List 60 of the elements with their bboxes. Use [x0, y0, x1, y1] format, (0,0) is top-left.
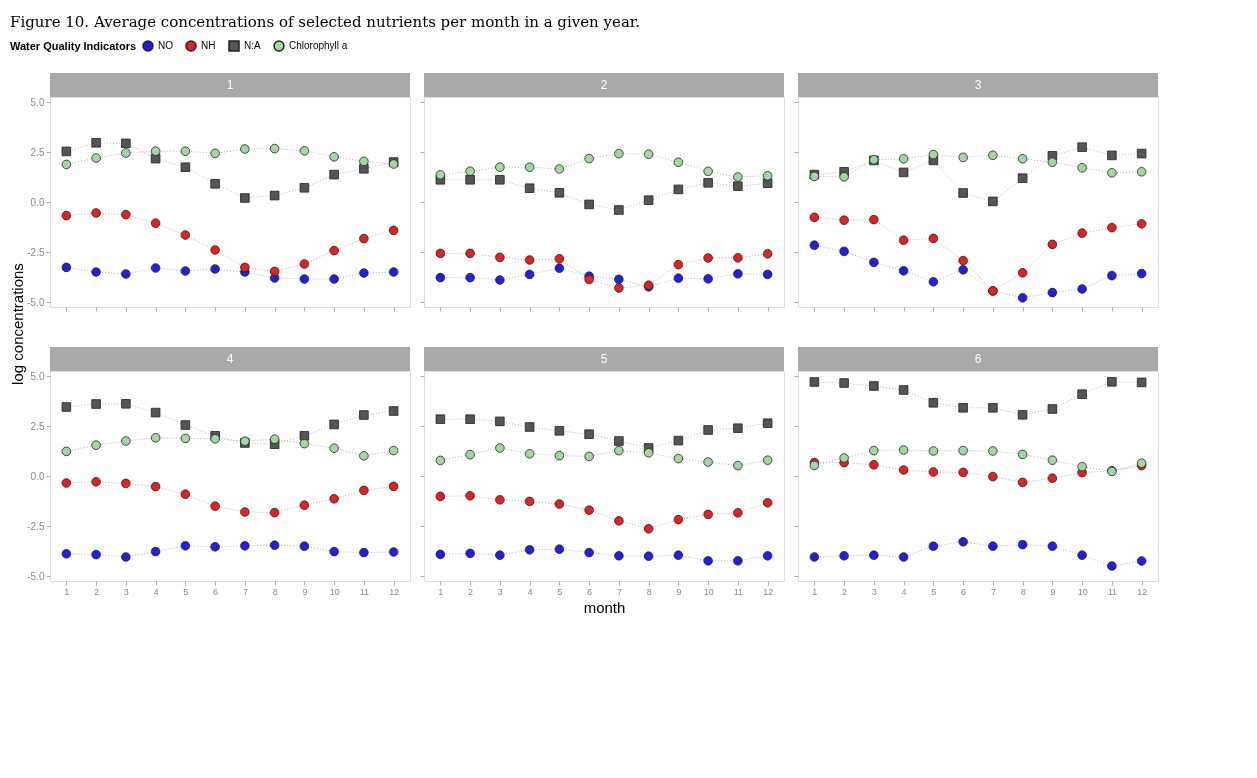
x-tick-label: 7: [990, 586, 996, 597]
x-tick-label: 7: [242, 586, 248, 597]
x-tick-label: 10: [703, 586, 714, 597]
y-tick-label: 2.5: [30, 420, 45, 432]
y-tick-label: 0.0: [30, 470, 45, 482]
chart-title: 1: [226, 78, 234, 92]
x-tick-label: 6: [587, 586, 593, 597]
y-tick-label: 2.5: [30, 146, 45, 158]
y-axis-title: log concentrations: [9, 263, 26, 385]
x-tick-label: 3: [497, 586, 503, 597]
x-tick-label: 4: [901, 586, 907, 597]
x-tick-label: 12: [389, 586, 400, 597]
x-tick-label: 10: [329, 586, 340, 597]
x-tick-label: 5: [931, 586, 937, 597]
x-tick-label: 12: [763, 586, 774, 597]
x-tick-label: 4: [527, 586, 533, 597]
chart-title: 4: [226, 352, 234, 366]
x-tick-label: 4: [153, 586, 159, 597]
caption: Figure 10. Average concentrations of selected nutrients per month in a given year.: [10, 13, 641, 31]
legend-label: Chlorophyll a: [289, 40, 348, 51]
x-tick-label: 3: [123, 586, 129, 597]
x-tick-label: 9: [302, 586, 308, 597]
x-tick-label: 8: [1020, 586, 1026, 597]
x-tick-label: 11: [1107, 586, 1118, 597]
x-tick-label: 2: [94, 586, 100, 597]
y-tick-label: -5.0: [27, 570, 45, 582]
x-tick-label: 8: [646, 586, 652, 597]
legend-label: NH: [201, 40, 216, 51]
x-tick-label: 8: [272, 586, 278, 597]
x-tick-label: 7: [616, 586, 622, 597]
y-tick-label: -2.5: [27, 246, 45, 258]
x-tick-label: 1: [64, 586, 70, 597]
legend-label: N:A: [244, 40, 261, 51]
legend-label: NO: [158, 40, 174, 51]
chart-title: 3: [974, 78, 982, 92]
x-tick-label: 9: [1050, 586, 1056, 597]
x-axis-title: month: [583, 598, 626, 616]
x-tick-label: 11: [733, 586, 744, 597]
x-tick-label: 1: [812, 586, 818, 597]
x-tick-label: 6: [213, 586, 219, 597]
x-tick-label: 10: [1077, 586, 1088, 597]
x-tick-label: 6: [961, 586, 967, 597]
y-tick-label: -2.5: [27, 520, 45, 532]
x-tick-label: 11: [359, 586, 370, 597]
x-tick-label: 5: [183, 586, 189, 597]
y-tick-label: 0.0: [30, 196, 45, 208]
x-tick-label: 1: [438, 586, 444, 597]
x-tick-label: 2: [842, 586, 848, 597]
chart-title: 2: [600, 78, 608, 92]
chart-title: 5: [600, 352, 608, 366]
x-tick-label: 2: [468, 586, 474, 597]
x-tick-label: 5: [557, 586, 563, 597]
y-tick-label: 5.0: [30, 96, 45, 108]
x-tick-label: 9: [676, 586, 682, 597]
chart-title: 6: [974, 352, 982, 366]
legend-title: Water Quality Indicators: [10, 40, 137, 52]
y-tick-label: 5.0: [30, 370, 45, 382]
x-tick-label: 12: [1137, 586, 1148, 597]
y-tick-label: -5.0: [27, 296, 45, 308]
x-tick-label: 3: [871, 586, 877, 597]
